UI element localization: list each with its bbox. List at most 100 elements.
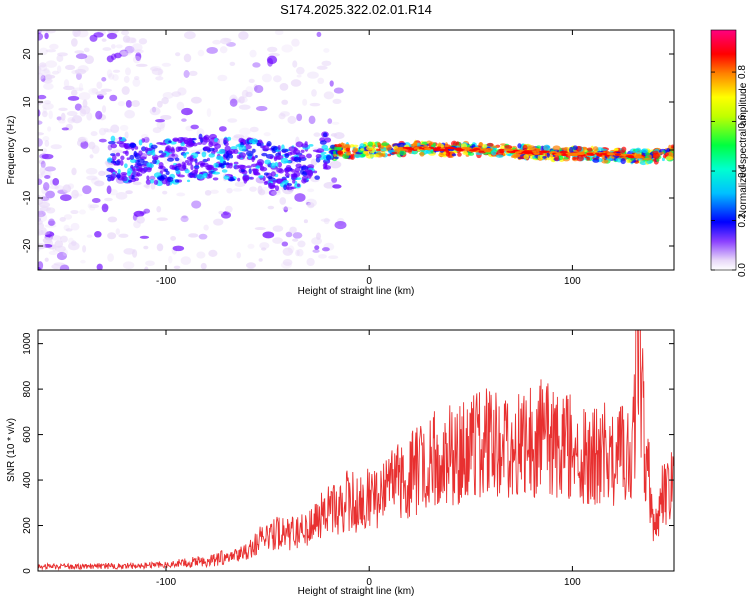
spectral-blob bbox=[208, 153, 215, 158]
noise-blob bbox=[312, 249, 320, 253]
noise-blob bbox=[291, 38, 300, 47]
spectral-blob bbox=[166, 176, 174, 183]
spectral-blob bbox=[120, 155, 125, 161]
noise-blob bbox=[159, 123, 165, 131]
snr-x-label: Height of straight line (km) bbox=[298, 586, 415, 597]
noise-blob bbox=[321, 60, 332, 67]
spectral-blob bbox=[372, 154, 380, 158]
noise-blob bbox=[160, 114, 172, 120]
noise-blob bbox=[38, 178, 43, 186]
noise-blob bbox=[198, 233, 208, 240]
spectral-blob bbox=[183, 152, 187, 159]
spectral-blob bbox=[366, 146, 374, 151]
noise-blob bbox=[317, 77, 325, 85]
spectral-blob bbox=[352, 144, 359, 148]
spectral-blob bbox=[365, 153, 374, 159]
noise-blob bbox=[200, 262, 207, 270]
noise-blob bbox=[64, 64, 76, 71]
noise-blob bbox=[254, 85, 264, 94]
noise-blob bbox=[124, 45, 135, 54]
y-tick-label: 600 bbox=[22, 426, 33, 443]
noise-blob bbox=[71, 167, 77, 176]
spectral-blob bbox=[252, 148, 256, 153]
spectral-blob bbox=[152, 159, 157, 165]
noise-blob bbox=[107, 253, 114, 262]
noise-blob bbox=[273, 75, 282, 83]
noise-blob bbox=[156, 243, 164, 252]
noise-blob bbox=[296, 248, 304, 257]
noise-blob bbox=[79, 209, 86, 215]
y-tick-label: 400 bbox=[22, 471, 33, 488]
spectral-blob bbox=[123, 142, 128, 148]
spectral-blob bbox=[269, 155, 273, 160]
noise-blob bbox=[49, 185, 60, 190]
spectral-blob bbox=[159, 142, 167, 146]
spectral-blob bbox=[536, 147, 541, 153]
spectral-blob bbox=[177, 146, 184, 151]
noise-blob bbox=[109, 94, 118, 102]
peak-blob bbox=[424, 147, 431, 150]
noise-blob bbox=[318, 254, 327, 259]
noise-blob bbox=[314, 245, 320, 250]
spectral-blob bbox=[661, 157, 665, 162]
noise-blob bbox=[236, 251, 242, 259]
spectral-blob bbox=[664, 152, 669, 156]
spectral-blob bbox=[385, 144, 392, 151]
peak-blob bbox=[478, 148, 489, 151]
spectral-blob bbox=[150, 144, 158, 149]
peak-blob bbox=[398, 148, 408, 151]
noise-blob bbox=[98, 170, 106, 176]
noise-blob bbox=[247, 243, 255, 249]
noise-blob bbox=[96, 263, 103, 270]
noise-blob bbox=[306, 257, 315, 267]
spectral-blob bbox=[315, 154, 322, 159]
noise-blob bbox=[279, 197, 287, 205]
spectral-blob bbox=[333, 156, 339, 160]
spectral-blob bbox=[308, 143, 314, 147]
noise-blob bbox=[316, 65, 328, 70]
noise-blob bbox=[39, 62, 47, 68]
noise-blob bbox=[38, 267, 41, 270]
noise-blob bbox=[278, 112, 286, 120]
spectral-blob bbox=[270, 145, 278, 151]
spectral-blob bbox=[185, 151, 190, 155]
noise-blob bbox=[80, 259, 86, 264]
noise-blob bbox=[180, 215, 189, 223]
noise-blob bbox=[107, 216, 118, 223]
spectral-blob bbox=[275, 178, 283, 184]
noise-blob bbox=[118, 233, 129, 238]
noise-blob bbox=[125, 67, 131, 76]
spectral-blob bbox=[312, 170, 318, 174]
noise-blob bbox=[70, 118, 76, 122]
peak-blob bbox=[506, 148, 514, 152]
noise-blob bbox=[48, 110, 53, 120]
spectral-blob bbox=[138, 150, 143, 157]
peak-blob bbox=[484, 150, 491, 153]
noise-blob bbox=[41, 110, 48, 118]
spectral-blob bbox=[233, 164, 240, 170]
spectral-blob bbox=[276, 167, 283, 173]
noise-blob bbox=[323, 48, 330, 53]
spectral-blob bbox=[158, 150, 164, 154]
noise-blob bbox=[188, 70, 198, 77]
peak-blob bbox=[439, 148, 445, 152]
noise-blob bbox=[132, 55, 142, 64]
spectral-blob bbox=[228, 178, 236, 182]
spectral-blob bbox=[178, 164, 186, 172]
spectral-blob bbox=[362, 154, 366, 157]
noise-blob bbox=[226, 187, 233, 194]
spectral-blob bbox=[200, 162, 204, 167]
spectral-blob bbox=[240, 168, 245, 173]
spectral-blob bbox=[136, 171, 141, 177]
spectral-blob bbox=[399, 149, 407, 156]
noise-blob bbox=[196, 251, 206, 259]
noise-blob bbox=[238, 31, 249, 40]
noise-blob bbox=[56, 251, 67, 261]
spectral-blob bbox=[203, 146, 211, 151]
spectral-blob bbox=[120, 171, 128, 176]
noise-blob bbox=[323, 91, 335, 100]
noise-blob bbox=[43, 67, 50, 74]
spectral-blob bbox=[592, 146, 599, 152]
noise-blob bbox=[133, 220, 141, 229]
noise-blob bbox=[70, 222, 80, 231]
